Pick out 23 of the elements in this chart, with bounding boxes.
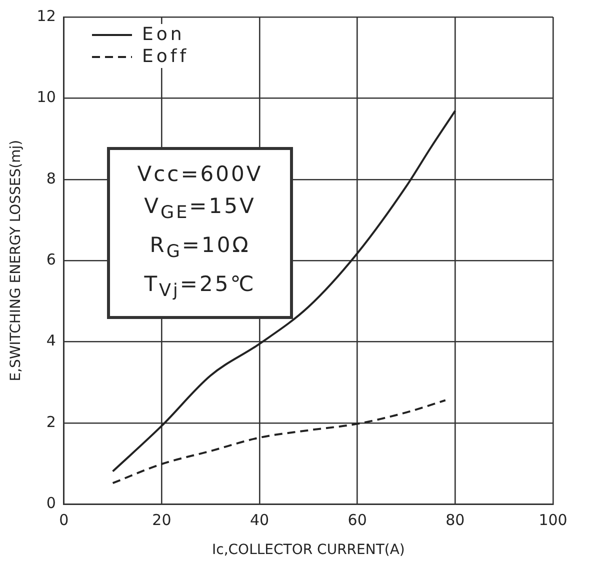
legend-label: Eon	[140, 24, 187, 46]
annotation: T$_{Vj}$=25℃	[143, 271, 257, 304]
legend-label: Eoff	[140, 46, 192, 68]
x-tick-label: 0	[59, 511, 69, 530]
y-tick-label: 8	[46, 169, 56, 188]
line-series	[112, 110, 456, 472]
annotation: V$_{GE}$=15V	[143, 193, 257, 226]
y-tick-label: 6	[46, 250, 56, 268]
y-axis-title: E,SWITCHING ENERGY LOSSES(mj)	[8, 140, 24, 382]
x-tick-label: 80	[446, 511, 465, 530]
y-tick-label: 4	[46, 332, 56, 350]
x-tick-label: 40	[250, 511, 270, 530]
x-tick-label: 20	[152, 511, 172, 530]
annotation: R$_{G}$=10Ω	[148, 232, 252, 264]
x-tick-label: 60	[348, 511, 367, 530]
x-axis-title: Ic,COLLECTOR CURRENT(A)	[212, 542, 405, 558]
y-tick-label: 10	[36, 88, 56, 106]
line-series	[112, 399, 446, 484]
annotation: Vcc=600V	[136, 161, 264, 188]
y-tick-label: 0	[46, 494, 56, 512]
y-tick-label: 12	[36, 6, 56, 25]
y-tick-label: 2	[46, 412, 56, 431]
x-tick-label: 100	[538, 511, 568, 530]
